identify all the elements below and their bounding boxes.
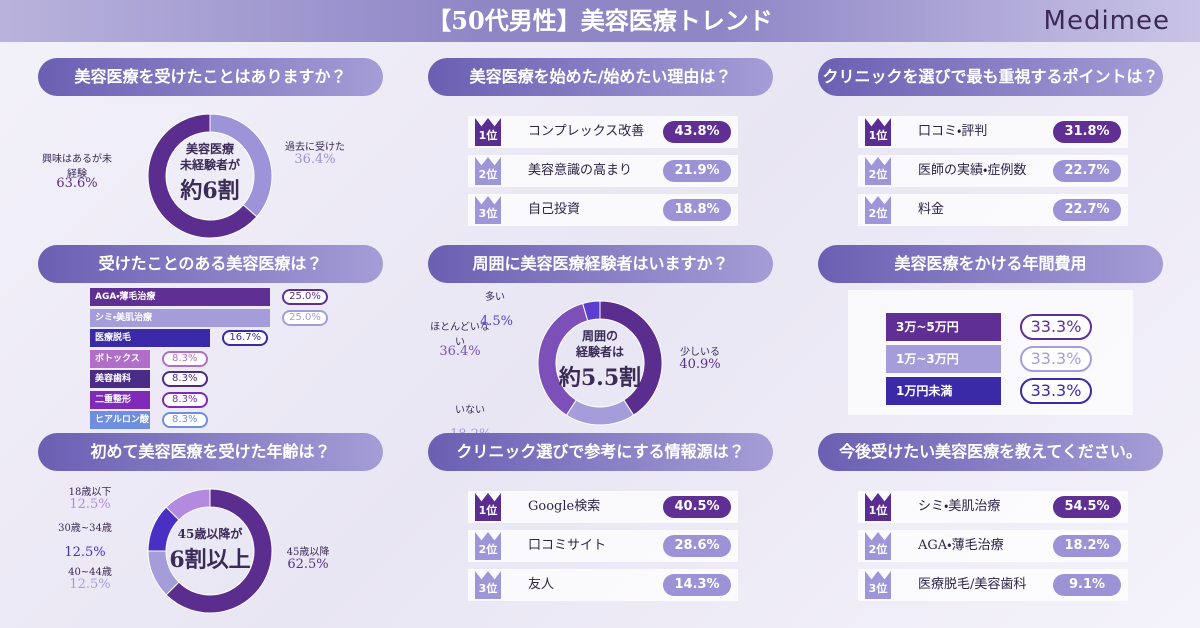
segment-value: 4.5% bbox=[480, 314, 514, 329]
segment-name: 少しいる bbox=[680, 347, 720, 358]
segment-name: いない bbox=[455, 405, 485, 416]
panel-heading: クリニックを選びで最も重視するポイントは？ bbox=[818, 58, 1163, 96]
bar: 医療脱毛 bbox=[90, 329, 211, 347]
segment-name: 多い bbox=[485, 292, 505, 303]
donut-segment bbox=[165, 488, 273, 614]
segment-value: 36.4% bbox=[439, 344, 481, 359]
donut-segment bbox=[565, 399, 635, 426]
panel-heading: 受けたことのある美容医療は？ bbox=[38, 245, 383, 283]
panel-heading: 周囲に美容医療経験者はいますか？ bbox=[428, 245, 773, 283]
item-value: 40.5% bbox=[663, 496, 731, 518]
segment-name: 30歳~34歳 bbox=[58, 523, 112, 534]
item-name: 医師の実績・症例数 bbox=[918, 163, 1027, 178]
panel-heading: 美容医療を始めた/始めたい理由は？ bbox=[428, 58, 773, 96]
segment-name: ほとんどいない bbox=[430, 322, 490, 348]
item-value: 21.9% bbox=[663, 160, 731, 182]
segment-value: 12.5% bbox=[69, 577, 111, 592]
cost-value: 33.3% bbox=[1020, 314, 1092, 340]
cost-label: 3万~5万円 bbox=[886, 313, 1001, 341]
bar: シミ・美肌治療 bbox=[90, 308, 270, 327]
item-name: Google検索 bbox=[528, 499, 601, 514]
item-name: 口コミサイト bbox=[528, 538, 607, 553]
segment-value: 63.6% bbox=[56, 176, 98, 191]
segment-value: 36.4% bbox=[294, 152, 336, 167]
bar-value: 8.3% bbox=[161, 371, 208, 387]
segment-value: 12.5% bbox=[69, 497, 111, 512]
item-value: 22.7% bbox=[1053, 199, 1121, 221]
panel-heading: 初めて美容医療を受けた年齢は？ bbox=[38, 433, 383, 471]
item-value: 18.8% bbox=[663, 199, 731, 221]
item-value: 18.2% bbox=[1053, 535, 1121, 557]
segment-name: 興味はあるが未経験 bbox=[42, 154, 112, 180]
cost-label: 1万円未満 bbox=[886, 377, 1001, 405]
donut bbox=[537, 300, 663, 426]
item-name: 医療脱毛/美容歯科 bbox=[918, 577, 1027, 592]
item-value: 28.6% bbox=[663, 535, 731, 557]
donut-segment bbox=[165, 488, 211, 521]
donut-segment bbox=[147, 113, 258, 239]
donut-center-text: 経験者は bbox=[575, 345, 624, 359]
donut-center-text: 美容医療 bbox=[185, 142, 234, 156]
donut-segment bbox=[582, 300, 601, 322]
segment-value: 12.5% bbox=[64, 545, 106, 560]
bar-value: 25.0% bbox=[282, 289, 328, 305]
cost-label: 1万~3万円 bbox=[886, 345, 1001, 373]
segment-name: 18歳以下 bbox=[68, 487, 112, 498]
segment-value: 62.5% bbox=[287, 557, 329, 572]
header-bar bbox=[0, 0, 1200, 42]
bar: 美容歯科 bbox=[90, 370, 150, 388]
donut-center-text: 周囲の bbox=[581, 329, 618, 343]
bar-value: 8.3% bbox=[161, 350, 208, 367]
item-name: 料金 bbox=[918, 202, 945, 217]
item-name: 美容意識の高まり bbox=[528, 163, 633, 178]
donut-center-text: 6割以上 bbox=[169, 547, 251, 573]
panel-heading: クリニック選びで参考にする情報源は？ bbox=[428, 433, 773, 471]
bar: 二重整形 bbox=[90, 390, 150, 409]
item-value: 14.3% bbox=[663, 574, 731, 596]
item-name: AGA・薄毛治療 bbox=[918, 538, 1004, 553]
bar-value: 8.3% bbox=[161, 412, 208, 428]
item-value: 54.5% bbox=[1053, 496, 1121, 518]
panel-heading: 今後受けたい美容医療を教えてください。 bbox=[818, 433, 1163, 471]
donut-center-text: 45歳以降が bbox=[177, 527, 243, 541]
donut-center-text: 未経験者が bbox=[179, 158, 240, 172]
bar: AGA・薄毛治療 bbox=[90, 288, 270, 306]
item-value: 22.7% bbox=[1053, 160, 1121, 182]
segment-value: 40.9% bbox=[679, 357, 721, 372]
item-name: 口コミ・評判 bbox=[918, 124, 988, 139]
panel-heading: 美容医療をかける年間費用 bbox=[818, 245, 1163, 283]
panel-heading: 美容医療を受けたことはありますか？ bbox=[38, 58, 383, 96]
donut bbox=[147, 488, 273, 614]
bar: ヒアルロン酸 bbox=[90, 411, 150, 429]
bar: ボトックス bbox=[90, 349, 150, 368]
cost-value: 33.3% bbox=[1020, 378, 1092, 404]
logo: Medimee bbox=[1043, 6, 1170, 36]
donut-center-text: 約5.5割 bbox=[558, 365, 642, 391]
bar-value: 16.7% bbox=[222, 330, 269, 346]
segment-name: 40~44歳 bbox=[68, 567, 112, 578]
item-value: 43.8% bbox=[663, 121, 731, 143]
segment-name: 45歳以降 bbox=[286, 547, 330, 558]
bar-value: 25.0% bbox=[282, 309, 328, 326]
title: 【50代男性】美容医療トレンド bbox=[427, 6, 773, 35]
segment-name: 過去に受けた bbox=[285, 142, 345, 153]
item-name: 自己投資 bbox=[528, 202, 581, 217]
item-name: シミ・美肌治療 bbox=[918, 499, 1001, 514]
item-value: 31.8% bbox=[1053, 121, 1121, 143]
item-name: コンプレックス改善 bbox=[528, 124, 645, 139]
item-value: 9.1% bbox=[1053, 574, 1121, 596]
bar-value: 8.3% bbox=[161, 391, 208, 408]
item-name: 友人 bbox=[528, 577, 555, 592]
donut bbox=[147, 113, 273, 239]
cost-value: 33.3% bbox=[1020, 346, 1092, 372]
donut-center-text: 約6割 bbox=[180, 178, 240, 204]
